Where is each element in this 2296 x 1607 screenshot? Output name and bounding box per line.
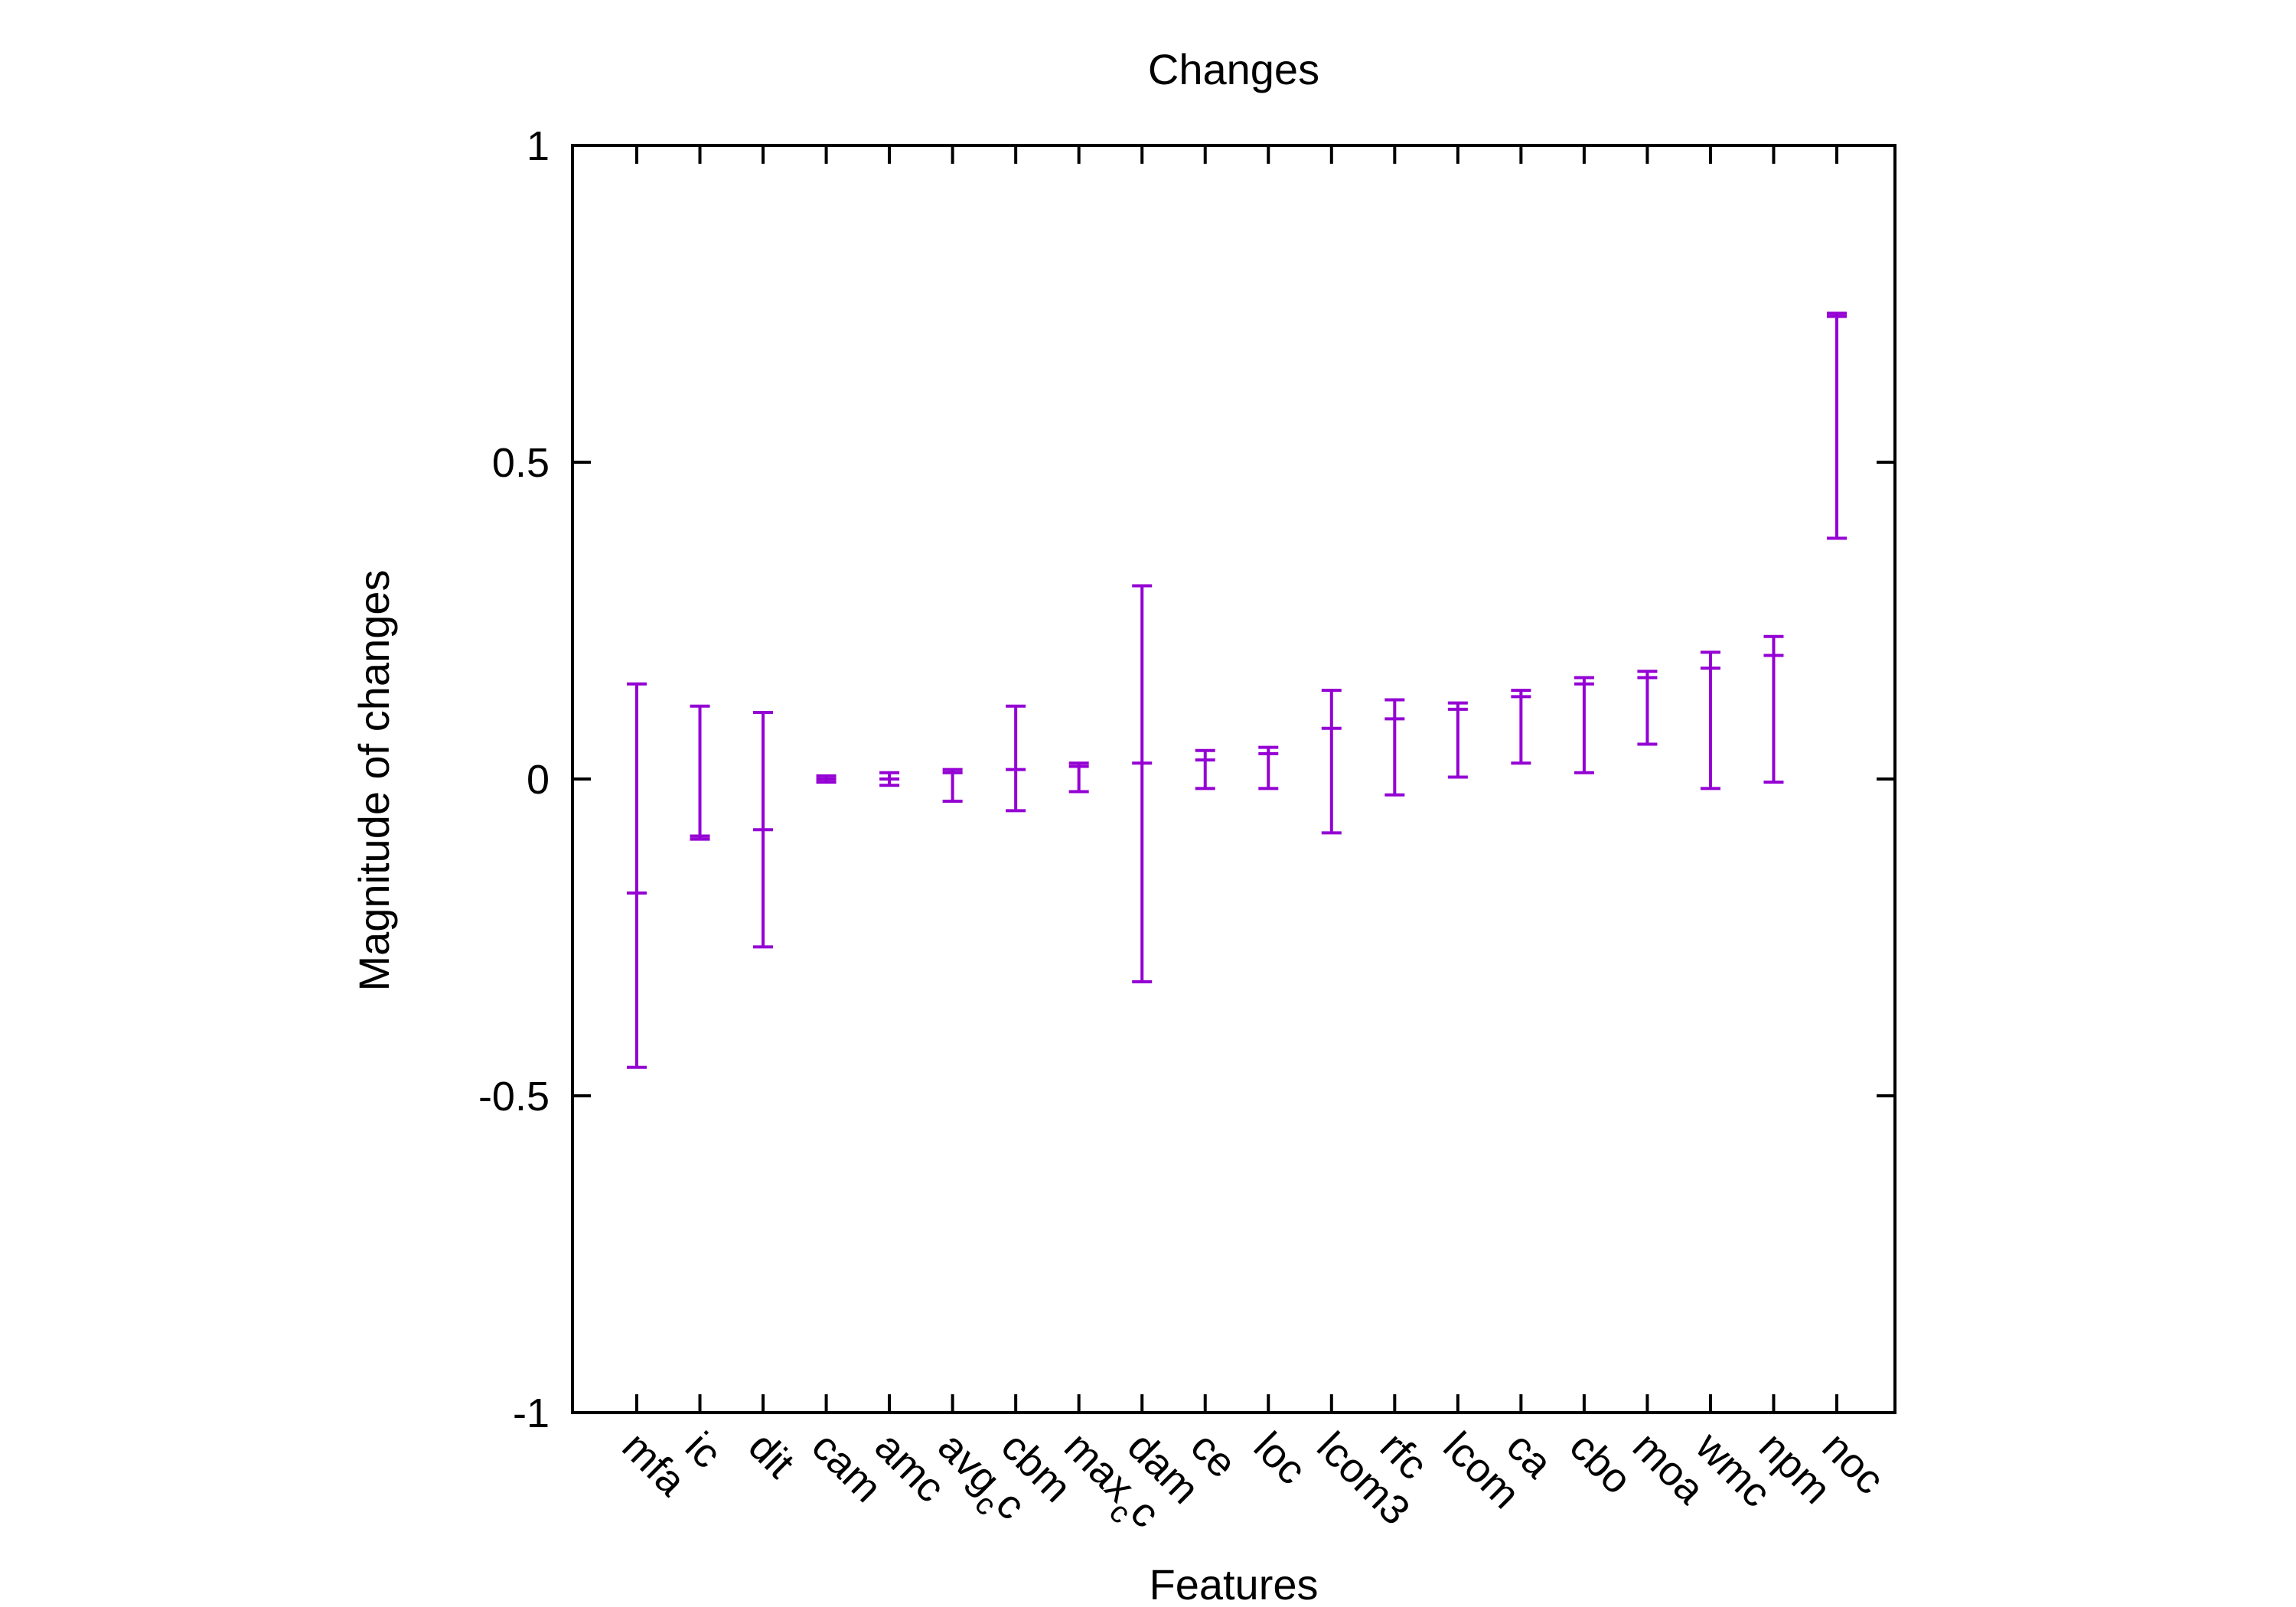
error-bar-cbm [1006,704,1026,813]
error-bar-loc [1258,745,1279,790]
error-bars [627,311,1847,1069]
error-bar-avg-cc [942,768,963,803]
y-tick-label: 0.5 [492,440,550,486]
error-bar-moa [1637,670,1658,746]
y-tick-label: 1 [527,123,550,169]
error-bar-mfa [627,682,647,1069]
y-axis-label: Magnitude of changes [350,569,398,991]
error-bar-cbo [1574,676,1594,774]
error-bar-lcom3 [1321,689,1342,835]
y-axis: -1 -0.5 0 0.5 1 [478,123,1895,1436]
error-bar-lcom [1447,701,1468,779]
error-bar-ca [1511,689,1531,765]
chart-title: Changes [1148,45,1319,93]
error-bar-wmc [1700,650,1720,790]
error-bar-rfc [1384,698,1405,797]
y-tick-label: 0 [527,757,550,803]
y-tick-label: -1 [513,1390,550,1436]
error-bar-dit [753,711,774,949]
error-bar-amc [879,771,900,787]
error-bar-max-cc [1068,761,1089,794]
error-bar-ce [1195,748,1215,790]
y-tick-label: -0.5 [478,1074,550,1120]
error-bar-ic [690,704,710,841]
error-bar-dam [1132,584,1153,983]
error-bar-cam [816,774,837,784]
x-axis-label: Features [1150,1560,1319,1607]
error-bar-noc [1827,311,1847,540]
error-bar-npm [1763,634,1784,784]
